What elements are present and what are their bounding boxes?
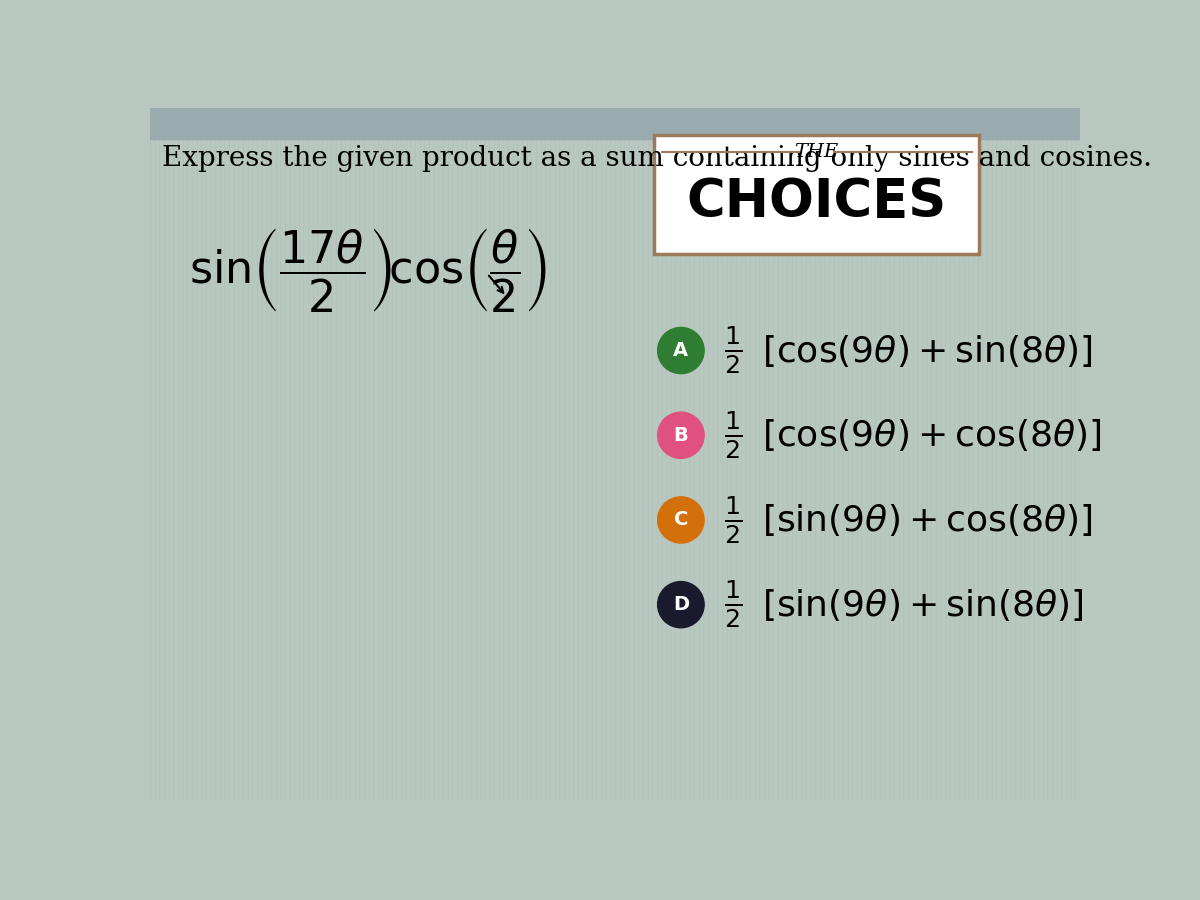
Text: C: C [673, 510, 688, 529]
Text: $[\cos(9\theta)+\cos(8\theta)]$: $[\cos(9\theta)+\cos(8\theta)]$ [762, 418, 1102, 454]
Text: $\frac{1}{2}$: $\frac{1}{2}$ [724, 494, 742, 545]
Text: THE: THE [794, 143, 839, 161]
Text: $\frac{1}{2}$: $\frac{1}{2}$ [724, 579, 742, 631]
Text: $\sin\!\left(\dfrac{17\theta}{2}\right)\!\cos\!\left(\dfrac{\theta}{2}\right)$: $\sin\!\left(\dfrac{17\theta}{2}\right)\… [188, 226, 547, 314]
Text: D: D [673, 595, 689, 614]
Circle shape [658, 328, 704, 373]
Text: B: B [673, 426, 689, 445]
Text: CHOICES: CHOICES [686, 176, 947, 229]
Text: A: A [673, 341, 689, 360]
Text: Express the given product as a sum containing only sines and cosines.: Express the given product as a sum conta… [162, 145, 1152, 172]
Text: $[\sin(9\theta)+\sin(8\theta)]$: $[\sin(9\theta)+\sin(8\theta)]$ [762, 587, 1084, 623]
Text: $[\cos(9\theta)+\sin(8\theta)]$: $[\cos(9\theta)+\sin(8\theta)]$ [762, 333, 1093, 369]
Bar [654, 135, 979, 255]
Circle shape [658, 497, 704, 543]
Text: $[\sin(9\theta)+\cos(8\theta)]$: $[\sin(9\theta)+\cos(8\theta)]$ [762, 502, 1093, 538]
Text: $\frac{1}{2}$: $\frac{1}{2}$ [724, 410, 742, 461]
Bar [654, 135, 979, 255]
Circle shape [658, 412, 704, 458]
Circle shape [658, 581, 704, 628]
Text: $\frac{1}{2}$: $\frac{1}{2}$ [724, 325, 742, 376]
Bar [150, 108, 1080, 139]
